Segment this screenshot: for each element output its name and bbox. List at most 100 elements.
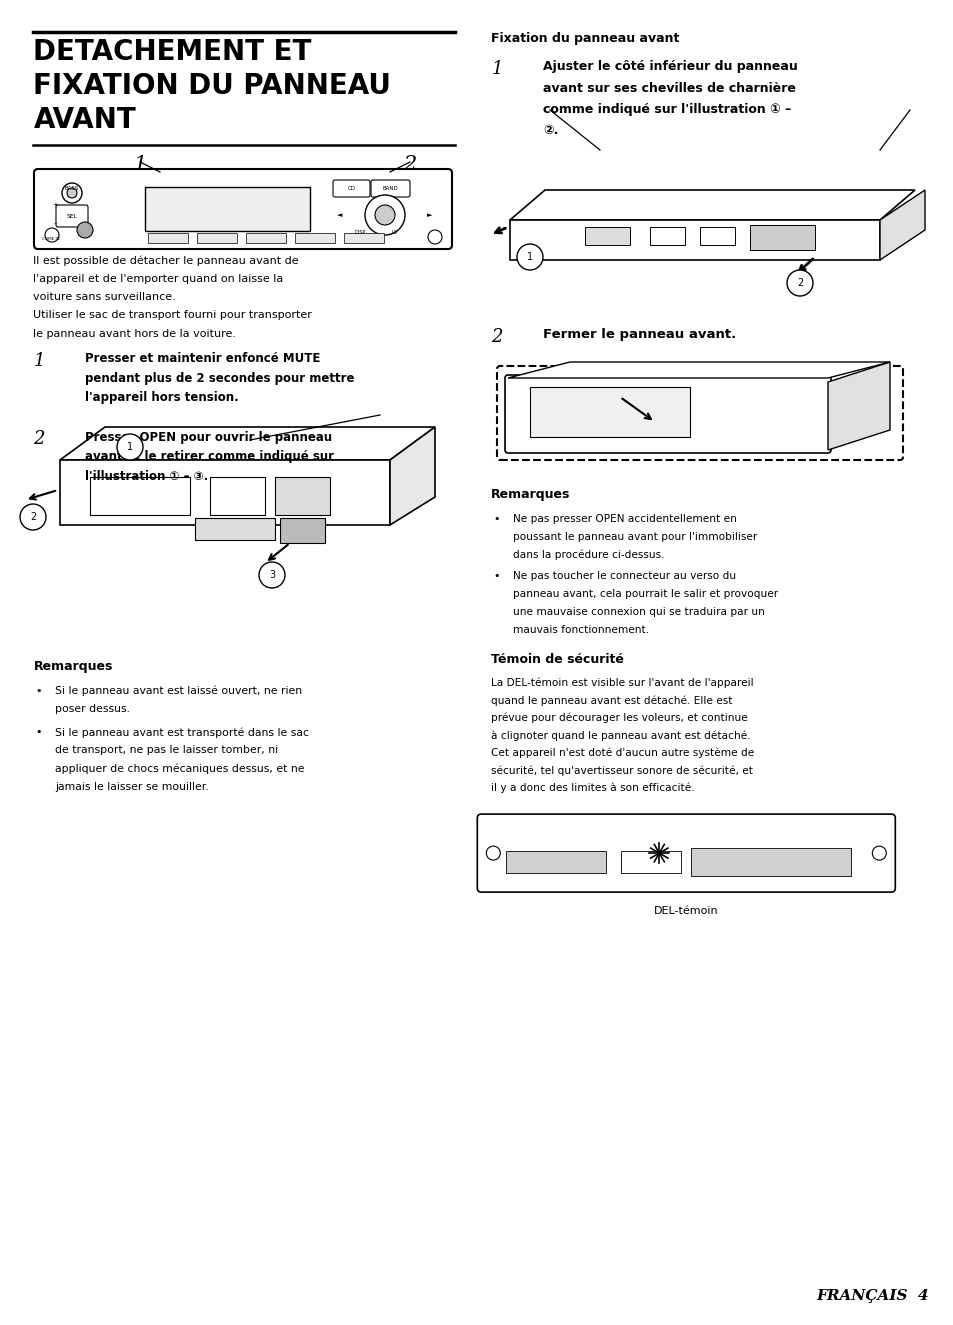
Circle shape bbox=[45, 228, 59, 242]
Bar bbox=[749, 225, 814, 250]
Text: jamais le laisser se mouiller.: jamais le laisser se mouiller. bbox=[55, 783, 209, 792]
Text: +: + bbox=[52, 201, 58, 208]
Polygon shape bbox=[510, 189, 914, 220]
Text: appliquer de chocs mécaniques dessus, et ne: appliquer de chocs mécaniques dessus, et… bbox=[55, 765, 305, 775]
Text: le panneau avant hors de la voiture.: le panneau avant hors de la voiture. bbox=[33, 329, 236, 339]
Polygon shape bbox=[507, 362, 889, 378]
Text: l'appareil hors tension.: l'appareil hors tension. bbox=[86, 391, 239, 404]
Text: Témoin de sécurité: Témoin de sécurité bbox=[491, 653, 623, 665]
Text: Ne pas toucher le connecteur au verso du: Ne pas toucher le connecteur au verso du bbox=[513, 571, 736, 582]
Circle shape bbox=[62, 183, 82, 203]
Text: de transport, ne pas le laisser tomber, ni: de transport, ne pas le laisser tomber, … bbox=[55, 746, 278, 755]
Text: –: – bbox=[53, 220, 56, 227]
Text: •: • bbox=[35, 727, 42, 737]
Text: Utiliser le sac de transport fourni pour transporter: Utiliser le sac de transport fourni pour… bbox=[33, 310, 312, 321]
Text: l'illustration ① – ③.: l'illustration ① – ③. bbox=[86, 469, 209, 482]
Text: 1: 1 bbox=[491, 60, 502, 78]
Text: Presser et maintenir enfoncé MUTE: Presser et maintenir enfoncé MUTE bbox=[86, 352, 320, 366]
Circle shape bbox=[375, 205, 395, 225]
Text: Remarques: Remarques bbox=[491, 488, 570, 501]
Text: prévue pour décourager les voleurs, et continue: prévue pour décourager les voleurs, et c… bbox=[491, 713, 747, 723]
Circle shape bbox=[486, 847, 499, 860]
Circle shape bbox=[832, 392, 876, 436]
Text: ◄: ◄ bbox=[337, 212, 342, 219]
Polygon shape bbox=[879, 189, 924, 260]
Text: 1: 1 bbox=[133, 155, 147, 174]
Bar bbox=[246, 233, 286, 242]
Polygon shape bbox=[60, 460, 390, 525]
Text: ►: ► bbox=[427, 212, 433, 219]
Circle shape bbox=[20, 504, 46, 530]
Text: 3: 3 bbox=[269, 570, 274, 580]
Text: DEL-témoin: DEL-témoin bbox=[654, 906, 718, 916]
Text: 2: 2 bbox=[30, 511, 36, 522]
FancyBboxPatch shape bbox=[476, 814, 894, 892]
Text: poussant le panneau avant pour l'immobiliser: poussant le panneau avant pour l'immobil… bbox=[513, 531, 757, 542]
Circle shape bbox=[258, 562, 285, 588]
Text: Ajuster le côté inférieur du panneau: Ajuster le côté inférieur du panneau bbox=[543, 60, 798, 73]
Text: mauvais fonctionnement.: mauvais fonctionnement. bbox=[513, 625, 649, 635]
Text: 2: 2 bbox=[796, 278, 802, 288]
Text: quand le panneau avant est détaché. Elle est: quand le panneau avant est détaché. Elle… bbox=[491, 696, 732, 706]
Text: 1: 1 bbox=[526, 252, 533, 262]
Bar bbox=[274, 477, 330, 515]
Text: sécurité, tel qu'avertisseur sonore de sécurité, et: sécurité, tel qu'avertisseur sonore de s… bbox=[491, 765, 753, 775]
Text: Cet appareil n'est doté d'aucun autre système de: Cet appareil n'est doté d'aucun autre sy… bbox=[491, 747, 754, 758]
Text: Si le panneau avant est laissé ouvert, ne rien: Si le panneau avant est laissé ouvert, n… bbox=[55, 686, 302, 697]
Text: voiture sans surveillance.: voiture sans surveillance. bbox=[33, 292, 176, 302]
Text: •: • bbox=[493, 571, 499, 582]
Text: poser dessus.: poser dessus. bbox=[55, 705, 131, 714]
Text: DISP: DISP bbox=[354, 231, 365, 236]
Bar bbox=[700, 227, 734, 245]
Polygon shape bbox=[60, 427, 435, 460]
Text: il y a donc des limites à son efficacité.: il y a donc des limites à son efficacité… bbox=[491, 783, 694, 794]
Text: AVANT: AVANT bbox=[33, 106, 136, 134]
Text: panneau avant, cela pourrait le salir et provoquer: panneau avant, cela pourrait le salir et… bbox=[513, 590, 778, 599]
Text: SEL: SEL bbox=[67, 213, 77, 219]
Circle shape bbox=[117, 435, 143, 460]
Text: 2: 2 bbox=[33, 431, 45, 448]
Circle shape bbox=[67, 188, 77, 197]
Bar bbox=[344, 233, 384, 242]
Text: 1: 1 bbox=[33, 352, 45, 371]
Text: BASS: BASS bbox=[65, 186, 79, 191]
FancyBboxPatch shape bbox=[371, 180, 410, 197]
Text: ②.: ②. bbox=[543, 125, 558, 138]
Polygon shape bbox=[390, 427, 435, 525]
Text: avant sur ses chevilles de charnière: avant sur ses chevilles de charnière bbox=[543, 82, 796, 94]
FancyBboxPatch shape bbox=[497, 366, 902, 460]
Text: FIXATION DU PANNEAU: FIXATION DU PANNEAU bbox=[33, 72, 391, 99]
Bar bbox=[194, 518, 274, 541]
FancyBboxPatch shape bbox=[34, 170, 452, 249]
Polygon shape bbox=[827, 362, 889, 450]
Bar bbox=[90, 477, 190, 515]
Text: 2: 2 bbox=[491, 329, 502, 346]
Circle shape bbox=[365, 195, 405, 235]
Text: 2: 2 bbox=[403, 155, 416, 174]
Text: •: • bbox=[35, 686, 42, 696]
Text: à clignoter quand le panneau avant est détaché.: à clignoter quand le panneau avant est d… bbox=[491, 730, 750, 741]
Text: Fixation du panneau avant: Fixation du panneau avant bbox=[491, 32, 679, 45]
Text: CD: CD bbox=[348, 186, 355, 191]
Text: pendant plus de 2 secondes pour mettre: pendant plus de 2 secondes pour mettre bbox=[86, 372, 355, 386]
Text: BAND: BAND bbox=[382, 186, 397, 191]
Circle shape bbox=[428, 231, 441, 244]
Bar bbox=[649, 227, 684, 245]
Text: La DEL-témoin est visible sur l'avant de l'appareil: La DEL-témoin est visible sur l'avant de… bbox=[491, 677, 753, 688]
Bar bbox=[584, 227, 629, 245]
Bar bbox=[210, 477, 265, 515]
Text: l'appareil et de l'emporter quand on laisse la: l'appareil et de l'emporter quand on lai… bbox=[33, 273, 283, 284]
Circle shape bbox=[786, 270, 812, 295]
Circle shape bbox=[517, 244, 542, 270]
FancyBboxPatch shape bbox=[56, 205, 88, 227]
Bar bbox=[530, 387, 689, 437]
Text: •: • bbox=[493, 514, 499, 523]
Text: Si le panneau avant est transporté dans le sac: Si le panneau avant est transporté dans … bbox=[55, 727, 309, 738]
Bar bbox=[148, 233, 188, 242]
Bar bbox=[691, 848, 850, 876]
Text: comme indiqué sur l'illustration ① –: comme indiqué sur l'illustration ① – bbox=[543, 103, 791, 117]
Text: COME IN: COME IN bbox=[42, 237, 59, 241]
Text: dans la procédure ci-dessus.: dans la procédure ci-dessus. bbox=[513, 550, 664, 560]
Text: 1: 1 bbox=[127, 443, 132, 452]
Bar bbox=[506, 851, 606, 873]
